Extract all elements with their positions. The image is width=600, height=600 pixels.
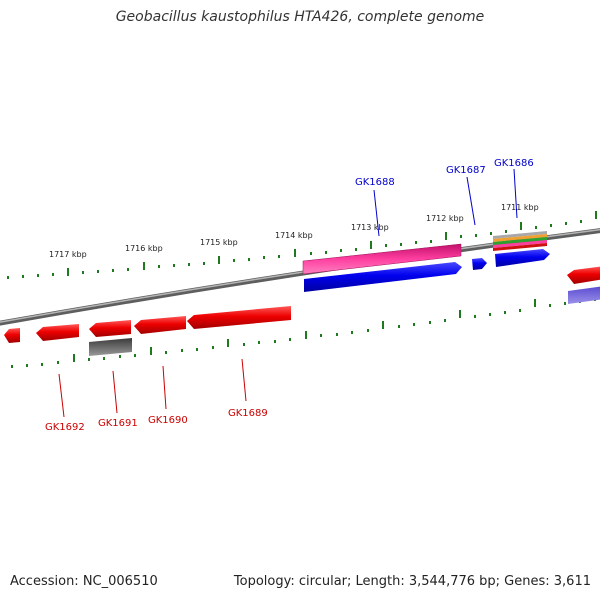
scale-label-1715: 1715 kbp (200, 238, 238, 247)
genome-title: Geobacillus kaustophilus HTA426, complet… (115, 9, 485, 25)
gene-gk1689-arrow[interactable] (187, 306, 291, 329)
scale-label-1713: 1713 kbp (351, 223, 389, 232)
scale-label-1711: 1711 kbp (501, 203, 539, 212)
gk1691-leader-line (112, 370, 118, 414)
gene-label-gk1692[interactable]: GK1692 (45, 422, 85, 433)
gene-label-gk1686[interactable]: GK1686 (494, 158, 534, 169)
scale-label-1712: 1712 kbp (426, 214, 464, 223)
gk1690-leader-line (162, 365, 167, 410)
gene-label-gk1691[interactable]: GK1691 (98, 418, 138, 429)
upper-tick-track (7, 211, 597, 279)
scale-label-1717: 1717 kbp (49, 250, 87, 259)
scale-label-1716: 1716 kbp (125, 244, 163, 253)
gene-gk1692-arrow[interactable] (36, 324, 79, 341)
gene-gk1691-grey-feature[interactable] (89, 338, 132, 356)
gene-gk1690-arrow[interactable] (134, 316, 186, 334)
gk1688-leader-line (373, 189, 380, 237)
gene-gk1688-feature[interactable] (302, 243, 462, 275)
gene-gk1686-arrow[interactable] (495, 249, 550, 267)
scale-label-1714: 1714 kbp (275, 231, 313, 240)
gene-offscreen-left-arrow[interactable] (4, 328, 20, 343)
gk1692-leader-line (58, 373, 65, 418)
genome-stats-text: Topology: circular; Length: 3,544,776 bp… (233, 574, 591, 589)
gene-gk1687-arrow[interactable] (472, 258, 487, 270)
accession-text: Accession: NC_006510 (10, 574, 158, 589)
gene-gk1691-arrow[interactable] (89, 320, 131, 337)
lower-tick-track (11, 298, 596, 368)
gene-label-gk1687[interactable]: GK1687 (446, 165, 486, 176)
gene-gk1686-stacked-features[interactable] (493, 231, 547, 251)
gk1687-leader-line (466, 176, 476, 226)
gene-label-gk1688[interactable]: GK1688 (355, 177, 395, 188)
gene-label-gk1689[interactable]: GK1689 (228, 408, 268, 419)
gene-offscreen-right-reverse-arrow[interactable] (567, 266, 600, 284)
gk1686-leader-line (513, 168, 518, 219)
gene-label-gk1690[interactable]: GK1690 (148, 415, 188, 426)
gene-gk1688-arrow[interactable] (304, 262, 462, 292)
gene-offscreen-right-purple-feature[interactable] (568, 286, 600, 304)
gk1689-leader-line (241, 358, 247, 402)
